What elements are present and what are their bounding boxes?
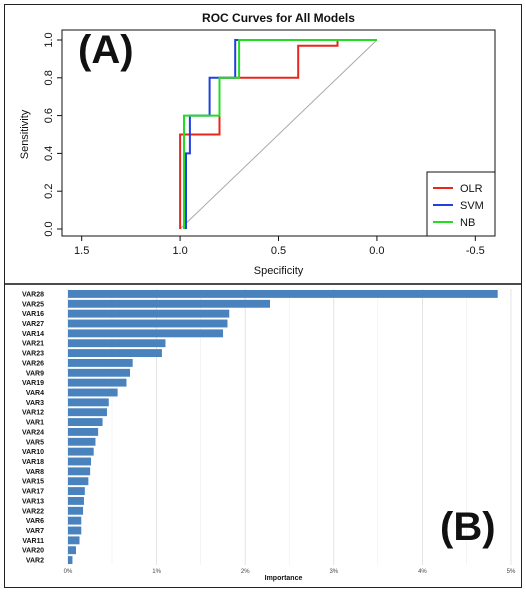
legend-box bbox=[426, 171, 496, 237]
y-tick-label: 0.2 bbox=[43, 184, 55, 199]
panel-label-a: (A) bbox=[78, 28, 134, 72]
importance-bar bbox=[68, 329, 224, 338]
legend-label-nb: NB bbox=[460, 217, 475, 229]
legend-label-svm: SVM bbox=[460, 200, 484, 212]
y-tick-label: 0.4 bbox=[43, 146, 55, 161]
category-label: VAR12 bbox=[22, 410, 44, 417]
x-tick-label: 0.0 bbox=[369, 245, 384, 257]
y-tick-label: 0.6 bbox=[43, 108, 55, 123]
x-tick-label: 1% bbox=[152, 569, 161, 575]
category-label: VAR23 bbox=[22, 351, 44, 358]
category-label: VAR19 bbox=[22, 380, 44, 387]
importance-bar bbox=[68, 447, 94, 456]
category-label: VAR25 bbox=[22, 301, 44, 308]
panel-label-b: (B) bbox=[440, 505, 496, 549]
category-label: VAR27 bbox=[22, 321, 44, 328]
category-label: VAR4 bbox=[26, 390, 44, 397]
importance-bar bbox=[68, 398, 109, 407]
x-tick-label: 5% bbox=[507, 569, 516, 575]
category-label: VAR15 bbox=[22, 479, 44, 486]
category-label: VAR26 bbox=[22, 360, 44, 367]
reference-diagonal bbox=[179, 39, 378, 230]
x-tick-label: 3% bbox=[329, 569, 338, 575]
importance-bar bbox=[68, 378, 127, 387]
importance-bar bbox=[68, 319, 228, 328]
y-tick-label: 1.0 bbox=[43, 32, 55, 47]
category-label: VAR2 bbox=[26, 558, 44, 565]
category-label: VAR5 bbox=[26, 439, 44, 446]
roc-title: ROC Curves for All Models bbox=[202, 11, 355, 25]
category-label: VAR24 bbox=[22, 429, 44, 436]
x-tick-label: 2% bbox=[241, 569, 250, 575]
importance-bar bbox=[68, 506, 84, 515]
importance-bar bbox=[68, 299, 271, 308]
legend-label-olr: OLR bbox=[460, 183, 483, 195]
importance-bar bbox=[68, 408, 107, 417]
category-label: VAR13 bbox=[22, 498, 44, 505]
category-label: VAR18 bbox=[22, 459, 44, 466]
importance-bar bbox=[68, 388, 118, 397]
x-tick-label: 1.0 bbox=[172, 245, 187, 257]
y-tick-label: 0.8 bbox=[43, 70, 55, 85]
importance-bar bbox=[68, 526, 82, 535]
importance-bar bbox=[68, 289, 498, 298]
importance-bar bbox=[68, 467, 91, 476]
importance-bar bbox=[68, 487, 85, 496]
importance-bar bbox=[68, 496, 84, 505]
category-label: VAR6 bbox=[26, 518, 44, 525]
x-tick-label: -0.5 bbox=[466, 245, 485, 257]
category-label: VAR3 bbox=[26, 400, 44, 407]
x-tick-label: 0% bbox=[64, 569, 73, 575]
importance-bar bbox=[68, 418, 103, 427]
category-label: VAR21 bbox=[22, 341, 44, 348]
importance-bar bbox=[68, 457, 92, 466]
x-axis-label: Importance bbox=[265, 575, 303, 582]
importance-bar bbox=[68, 437, 96, 446]
category-label: VAR7 bbox=[26, 528, 44, 535]
category-label: VAR11 bbox=[22, 538, 44, 545]
importance-bar bbox=[68, 427, 99, 436]
roc-line-nb bbox=[183, 39, 377, 229]
x-axis-label: Specificity bbox=[254, 265, 304, 277]
category-label: VAR22 bbox=[22, 508, 44, 515]
category-label: VAR14 bbox=[22, 331, 44, 338]
importance-bar bbox=[68, 309, 230, 318]
category-label: VAR1 bbox=[26, 420, 44, 427]
importance-bar bbox=[68, 546, 76, 555]
category-label: VAR9 bbox=[26, 370, 44, 377]
roc-line-olr bbox=[179, 39, 377, 229]
importance-bar bbox=[68, 349, 162, 358]
category-label: VAR16 bbox=[22, 311, 44, 318]
importance-bar bbox=[68, 368, 131, 377]
x-tick-label: 4% bbox=[418, 569, 427, 575]
category-label: VAR10 bbox=[22, 449, 44, 456]
category-label: VAR17 bbox=[22, 489, 44, 496]
category-label: VAR20 bbox=[22, 548, 44, 555]
y-tick-label: 0.0 bbox=[43, 221, 55, 236]
importance-bar bbox=[68, 516, 82, 525]
figure-frame bbox=[4, 4, 522, 588]
importance-bar bbox=[68, 536, 80, 545]
importance-bar bbox=[68, 477, 89, 486]
x-tick-label: 1.5 bbox=[74, 245, 89, 257]
importance-bar bbox=[68, 358, 133, 367]
category-label: VAR8 bbox=[26, 469, 44, 476]
category-label: VAR28 bbox=[22, 291, 44, 298]
importance-bar bbox=[68, 556, 73, 565]
x-tick-label: 0.5 bbox=[271, 245, 286, 257]
importance-bar bbox=[68, 339, 166, 348]
y-axis-label: Sensitivity bbox=[19, 109, 31, 159]
